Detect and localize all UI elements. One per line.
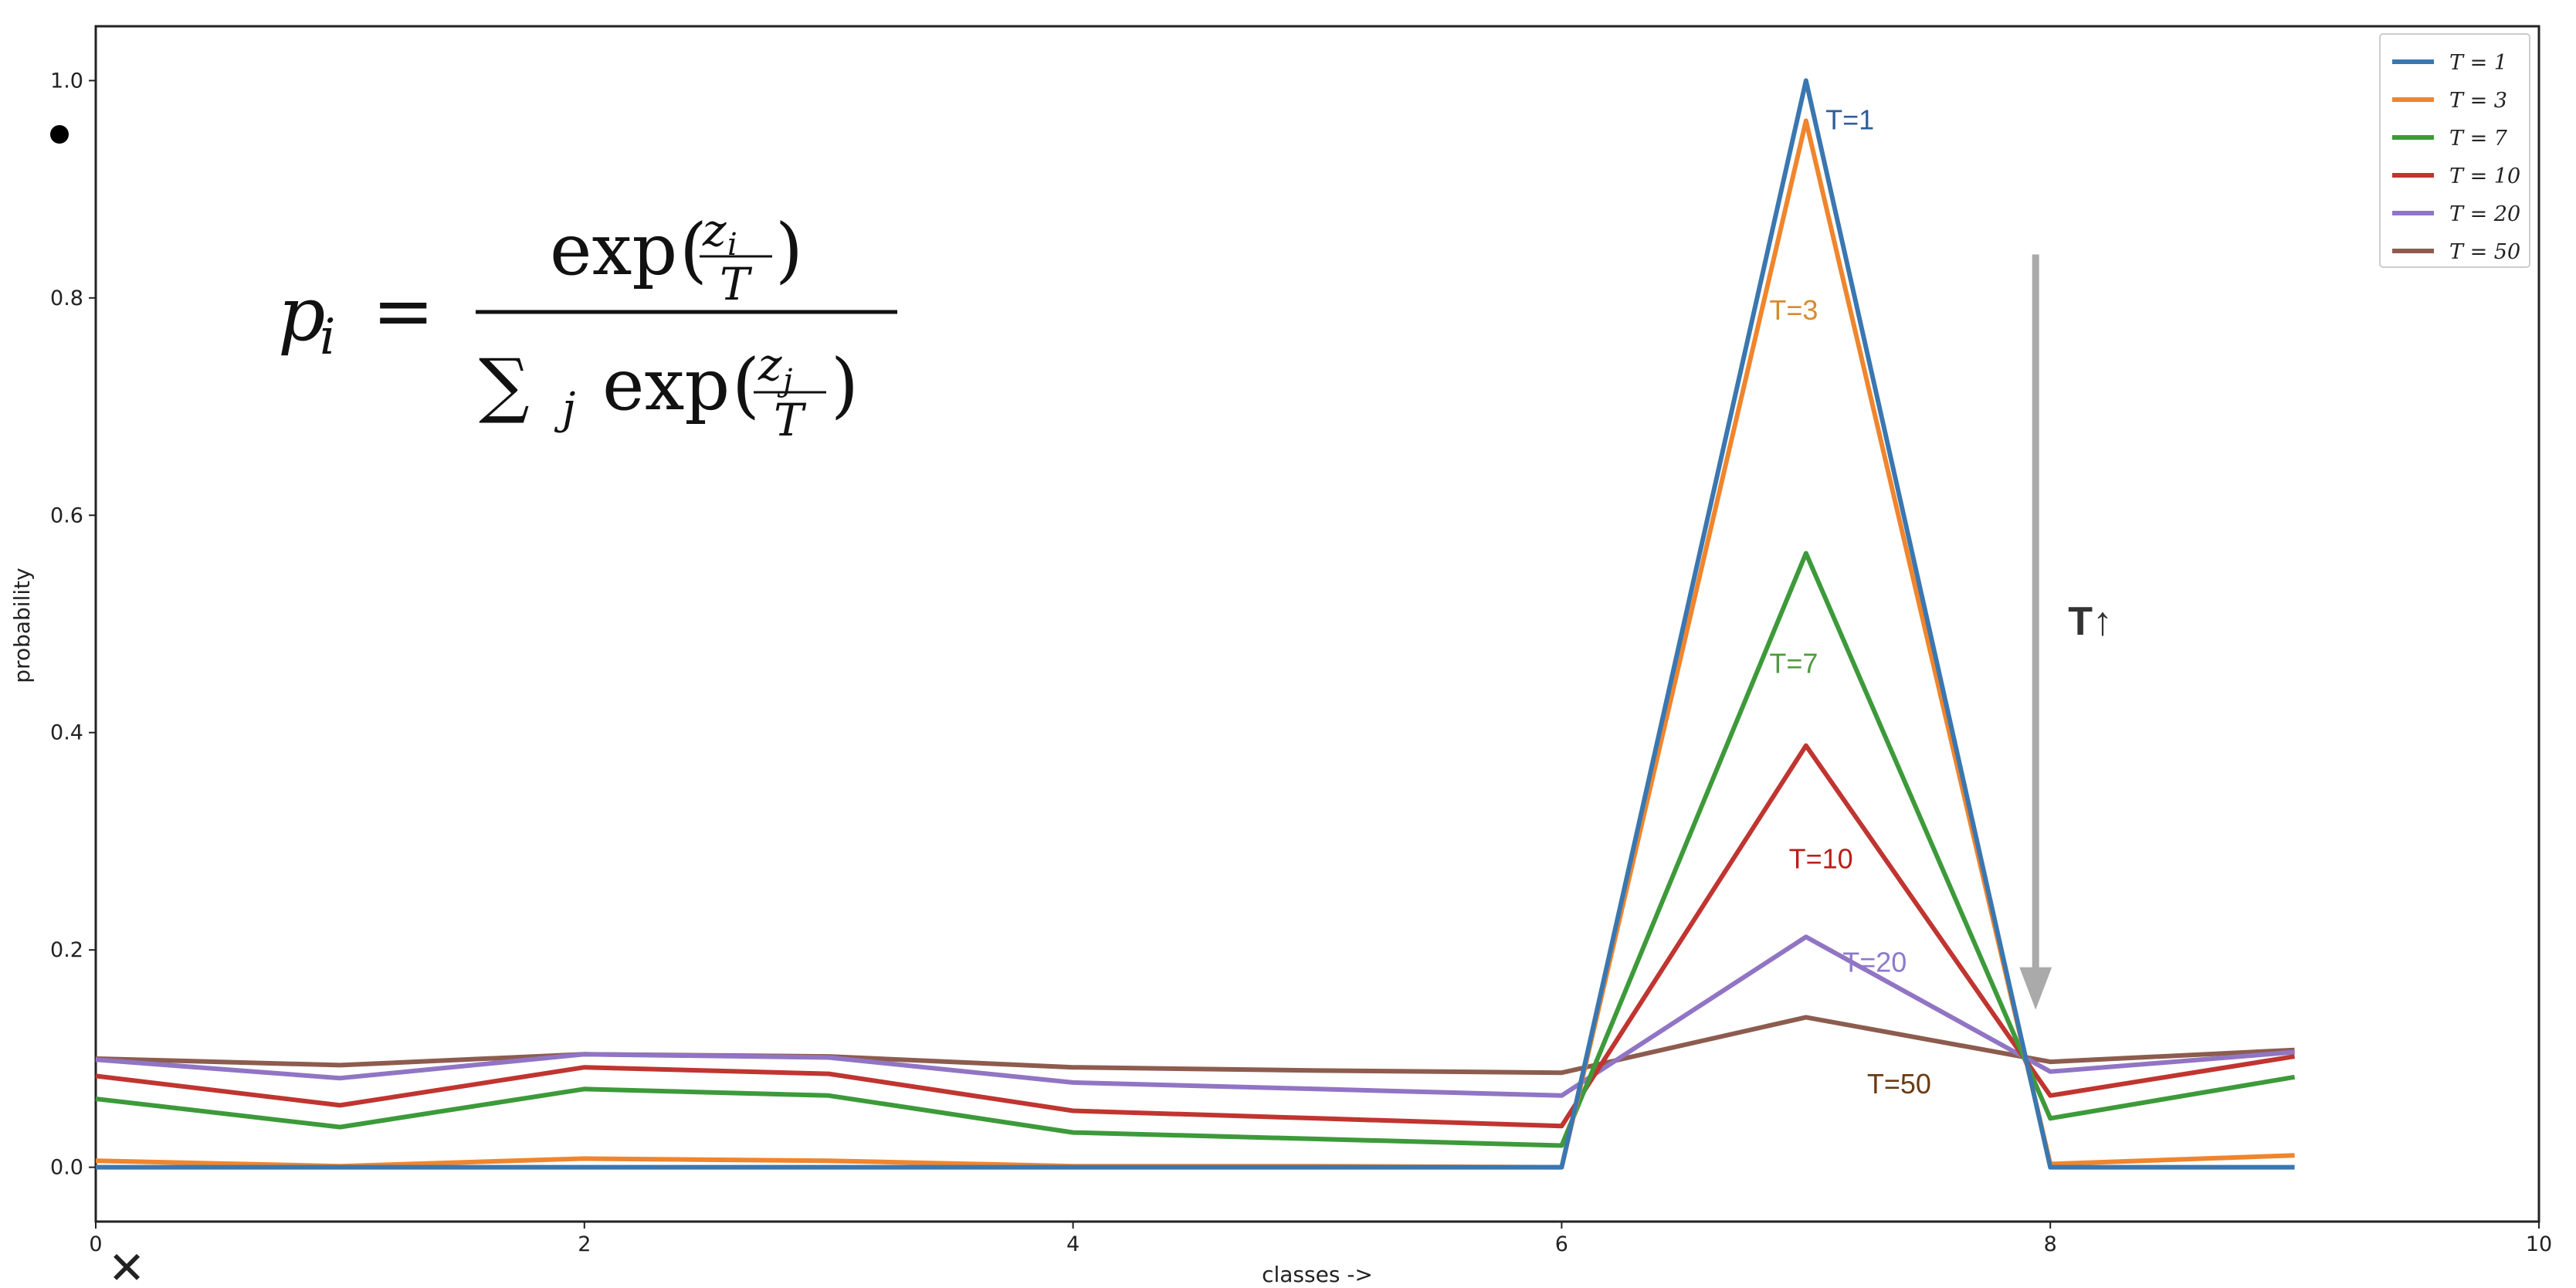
formula-den-z: z xyxy=(758,338,782,391)
formula-lhs: p xyxy=(278,271,325,358)
x-tick-label: 0 xyxy=(89,1232,102,1256)
x-tick-label: 4 xyxy=(1066,1232,1080,1256)
y-tick-label: 1.0 xyxy=(50,69,83,93)
legend-label: T = 20 xyxy=(2449,202,2520,226)
annotation-layer: T=1 T=3 T=7 T=10 T=20 T=50 xyxy=(1769,104,1931,1100)
x-axis: 0 2 4 6 8 10 xyxy=(89,1222,2552,1256)
series-line-6 xyxy=(95,1015,2295,1076)
x-axis-label: classes -> xyxy=(1262,1262,1373,1287)
annotation-label: T=20 xyxy=(1842,946,1907,978)
close-icon[interactable]: ✕ xyxy=(108,1242,146,1288)
formula-den-paren-close: ) xyxy=(831,344,859,426)
legend-label: T = 3 xyxy=(2449,89,2507,113)
formula-num-z-sub: i xyxy=(727,227,737,263)
x-tick-label: 6 xyxy=(1555,1232,1568,1256)
series-line-1 xyxy=(96,78,2295,1170)
y-tick-label: 0.0 xyxy=(50,1156,83,1180)
temperature-arrow: T↑ xyxy=(2019,254,2113,1010)
formula-lhs-sub: i xyxy=(320,309,335,366)
formula-equals: = xyxy=(372,268,434,354)
y-tick-label: 0.8 xyxy=(50,286,83,310)
legend-label: T = 7 xyxy=(2449,127,2508,151)
formula-num-paren-open: ( xyxy=(680,208,707,291)
x-tick-label: 10 xyxy=(2526,1232,2552,1256)
y-axis: 0.0 0.2 0.4 0.6 0.8 1.0 xyxy=(50,69,96,1180)
legend-label: T = 1 xyxy=(2449,51,2507,75)
formula-num-T: T xyxy=(720,258,753,310)
dot-marker xyxy=(50,125,69,144)
formula-den-sum: ∑ xyxy=(479,344,530,426)
series-line-4 xyxy=(95,743,2296,1129)
annotation-label: T=50 xyxy=(1867,1068,1931,1100)
y-axis-label: probability xyxy=(9,568,35,683)
legend-label: T = 50 xyxy=(2449,240,2520,264)
plot-area xyxy=(94,25,2540,1223)
legend-label: T = 10 xyxy=(2449,164,2520,188)
annotation-label: T=7 xyxy=(1769,647,1818,679)
formula-den-T: T xyxy=(774,394,807,446)
y-tick-label: 0.6 xyxy=(50,503,83,527)
annotation-label: T=10 xyxy=(1789,843,1853,875)
x-tick-label: 8 xyxy=(2044,1232,2057,1256)
annotation-label: T=1 xyxy=(1825,104,1874,136)
legend: T = 1 T = 3 T = 7 T = 10 T = 20 T = 50 xyxy=(2379,33,2530,268)
series-line-3 xyxy=(95,551,2296,1148)
formula-num-paren-close: ) xyxy=(775,208,803,291)
x-tick-label: 2 xyxy=(578,1232,591,1256)
formula-num-z: z xyxy=(702,204,727,256)
y-tick-label: 0.4 xyxy=(50,721,83,745)
series-layer xyxy=(95,78,2296,1170)
legend-items: T = 1 T = 3 T = 7 T = 10 T = 20 T = 50 xyxy=(2392,51,2520,264)
series-line-5 xyxy=(95,934,2295,1098)
arrow-label: T↑ xyxy=(2068,599,2113,644)
softmax-formula: p i = exp ( z i T ) ∑ j exp ( z j T ) xyxy=(278,204,897,446)
arrow-head xyxy=(2019,967,2052,1010)
annotation-label: T=3 xyxy=(1769,294,1818,326)
formula-den-paren-open: ( xyxy=(732,344,760,426)
formula-den-exp: exp xyxy=(602,344,730,426)
y-tick-label: 0.2 xyxy=(50,938,83,962)
legend-box xyxy=(2379,33,2530,268)
formula-num-exp: exp xyxy=(550,208,677,291)
